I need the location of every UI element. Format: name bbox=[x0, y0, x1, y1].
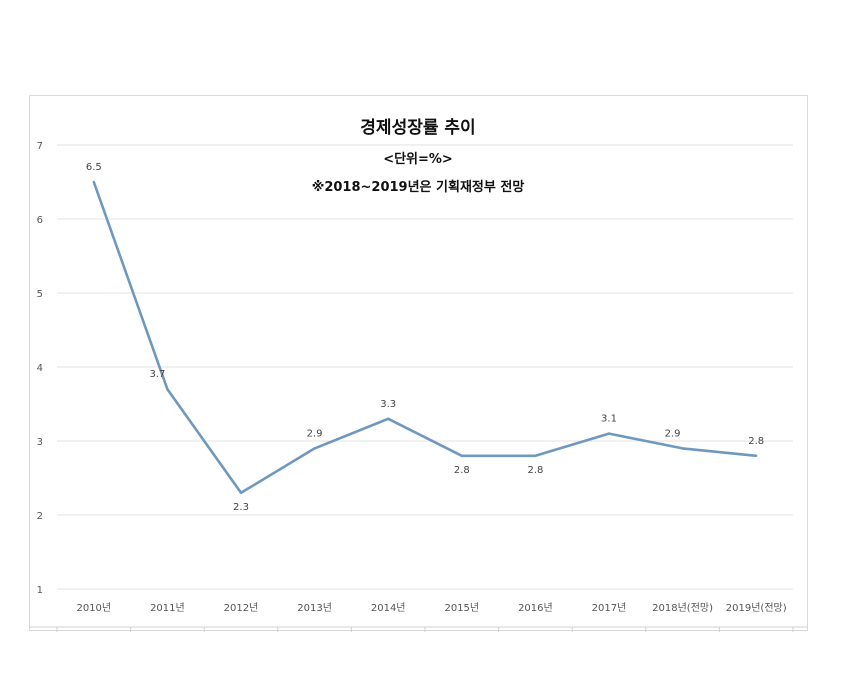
x-tick-label: 2014년 bbox=[371, 602, 406, 614]
x-tick-label: 2012년 bbox=[224, 602, 259, 614]
data-point bbox=[92, 180, 96, 184]
series-line bbox=[92, 181, 757, 495]
x-tick-label: 2013년 bbox=[297, 602, 332, 614]
y-tick-label: 1 bbox=[37, 585, 43, 596]
x-tick-label: 2016년 bbox=[518, 602, 553, 614]
chart-note: ※2018~2019년은 기획재정부 전망 bbox=[312, 179, 525, 195]
y-tick-label: 6 bbox=[37, 215, 43, 226]
data-point bbox=[681, 447, 684, 450]
x-tick-label: 2017년 bbox=[592, 602, 627, 614]
axes: 1 2 3 4 5 6 7 2010년 2011년 2012년 2013년 2014년 2015년 201… bbox=[29, 141, 808, 632]
y-tick-label: 7 bbox=[37, 141, 43, 152]
data-label: 2.8 bbox=[748, 436, 764, 447]
x-tick-label: 2019년(전망) bbox=[726, 602, 787, 614]
y-tick-label: 2 bbox=[37, 511, 43, 522]
data-label: 2.9 bbox=[307, 428, 323, 439]
data-label: 2.9 bbox=[665, 428, 681, 439]
data-labels: 6.5 3.7 2.3 2.9 3.3 2.8 2.8 3.1 2.9 2.8 bbox=[86, 162, 764, 513]
data-point bbox=[387, 417, 390, 420]
data-point bbox=[607, 432, 611, 435]
y-tick-label: 3 bbox=[37, 437, 43, 448]
data-point bbox=[166, 388, 169, 391]
chart-title: 경제성장률 추이 bbox=[360, 118, 475, 138]
data-point bbox=[755, 454, 758, 457]
data-point bbox=[460, 454, 463, 457]
data-label: 6.5 bbox=[86, 162, 102, 173]
data-label: 3.1 bbox=[601, 414, 617, 425]
data-point bbox=[239, 491, 243, 494]
x-tick-label: 2010년 bbox=[76, 602, 111, 614]
data-label: 2.8 bbox=[527, 465, 543, 476]
data-label: 3.7 bbox=[149, 369, 165, 380]
data-label: 3.3 bbox=[380, 399, 396, 410]
y-tick-label: 4 bbox=[37, 363, 43, 374]
data-label: 2.8 bbox=[454, 465, 470, 476]
x-tick-label: 2011년 bbox=[150, 602, 185, 614]
series-layer bbox=[92, 180, 758, 495]
chart-subtitle: <단위=%> bbox=[383, 151, 453, 167]
data-label: 2.3 bbox=[233, 502, 249, 513]
x-tick-label: 2018년(전망) bbox=[652, 602, 713, 614]
y-tick-label: 5 bbox=[37, 289, 43, 300]
data-point bbox=[313, 447, 316, 450]
gridlines bbox=[57, 144, 793, 590]
x-tick-label: 2015년 bbox=[444, 602, 479, 614]
data-point bbox=[534, 454, 537, 457]
